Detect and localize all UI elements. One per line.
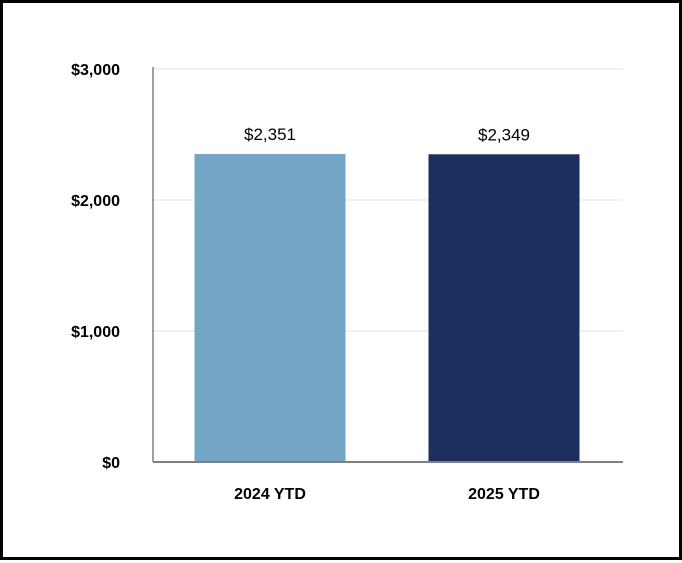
bar-2025-ytd [428, 154, 580, 462]
x-tick-label: 2024 YTD [234, 486, 306, 503]
x-tick-label: 2025 YTD [468, 486, 540, 503]
bars [194, 154, 580, 463]
y-tick-label: $0 [102, 455, 120, 472]
y-tick-label: $1,000 [71, 324, 120, 341]
bar-2024-ytd [194, 154, 346, 463]
y-tick-label: $3,000 [71, 62, 120, 79]
y-tick-label: $2,000 [71, 193, 120, 210]
data-label: $2,351 [244, 125, 296, 144]
data-label: $2,349 [478, 125, 530, 144]
labels: $0 $1,000 $2,000 $3,000 $2,351 2024 YTD $2,349… [71, 62, 540, 503]
bar-chart: $0 $1,000 $2,000 $3,000 $2,351 2024 YTD $2,349… [71, 62, 623, 503]
axes [152, 67, 623, 463]
